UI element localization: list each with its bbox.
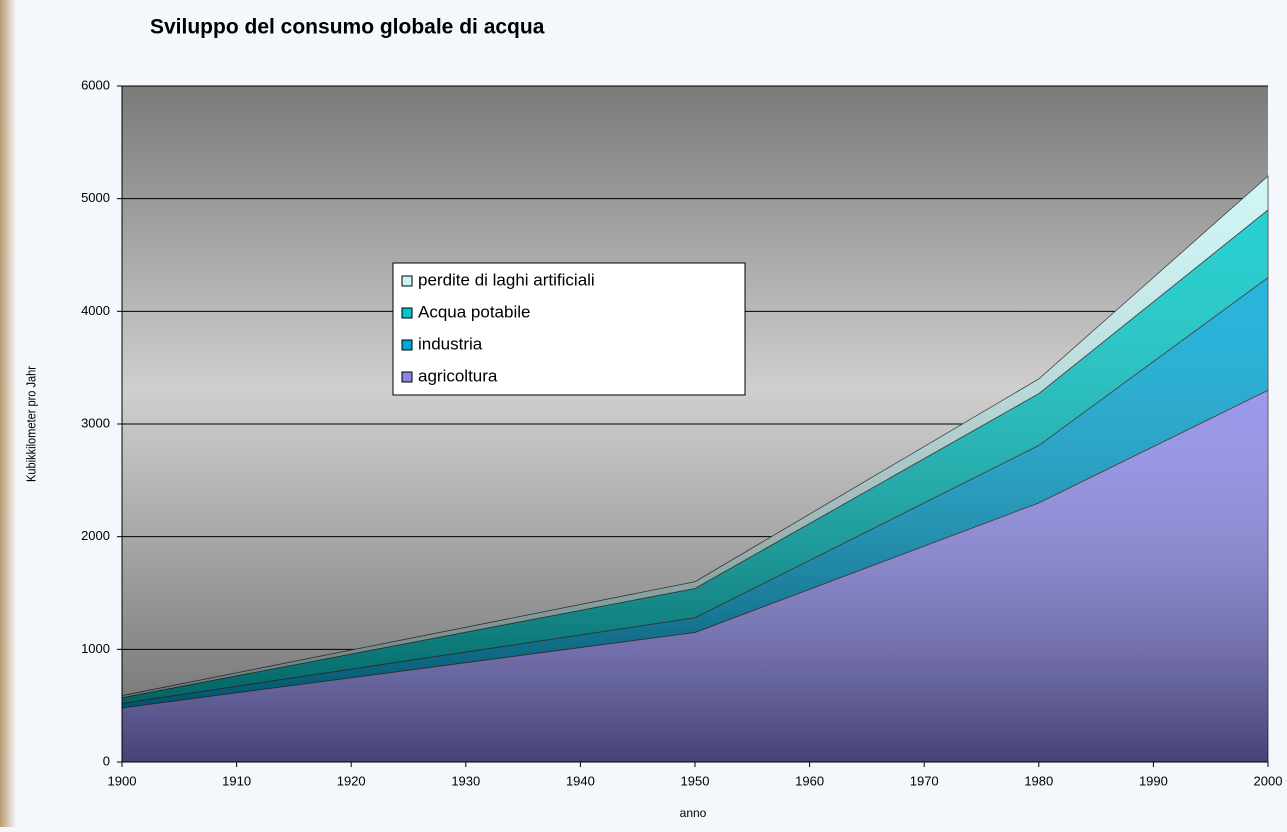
- legend-swatch: [401, 339, 413, 351]
- chart-title: Sviluppo del consumo globale di acqua: [150, 16, 545, 39]
- side-strip: [0, 0, 16, 827]
- legend-swatch: [401, 275, 413, 287]
- legend-box: [392, 262, 746, 396]
- area-shade: [122, 277, 1268, 708]
- x-tick-label: 1970: [910, 773, 939, 788]
- legend-label: industria: [418, 334, 483, 353]
- y-tick-label: 6000: [81, 77, 110, 92]
- x-tick-label: 1960: [795, 773, 824, 788]
- y-tick-label: 5000: [81, 190, 110, 205]
- area-shade: [122, 209, 1268, 704]
- legend-label: agricoltura: [418, 366, 498, 385]
- x-tick-label: 1940: [566, 773, 595, 788]
- x-axis-label: anno: [680, 806, 707, 820]
- x-tick-label: 1910: [222, 773, 251, 788]
- y-tick-label: 3000: [81, 415, 110, 430]
- x-tick-label: 1950: [681, 773, 710, 788]
- x-tick-label: 1990: [1139, 773, 1168, 788]
- legend-label: Acqua potabile: [418, 302, 530, 321]
- legend-label: perdite di laghi artificiali: [418, 270, 595, 289]
- y-tick-label: 4000: [81, 303, 110, 318]
- legend-swatch: [401, 371, 413, 383]
- legend: agricoltura industria Acqua potabile perdit…: [392, 262, 746, 396]
- y-axis-label: Kubikkilometer pro Jahr: [24, 366, 39, 482]
- x-tick-label: 1930: [451, 773, 480, 788]
- x-tick-label: 1980: [1024, 773, 1053, 788]
- legend-swatch: [401, 307, 413, 319]
- y-tick-label: 0: [103, 753, 110, 768]
- y-tick-label: 1000: [81, 641, 110, 656]
- x-tick-label: 2000: [1254, 773, 1283, 788]
- area-shade: [122, 390, 1268, 762]
- x-tick-label: 1920: [337, 773, 366, 788]
- y-tick-label: 2000: [81, 528, 110, 543]
- x-tick-label: 1900: [108, 773, 137, 788]
